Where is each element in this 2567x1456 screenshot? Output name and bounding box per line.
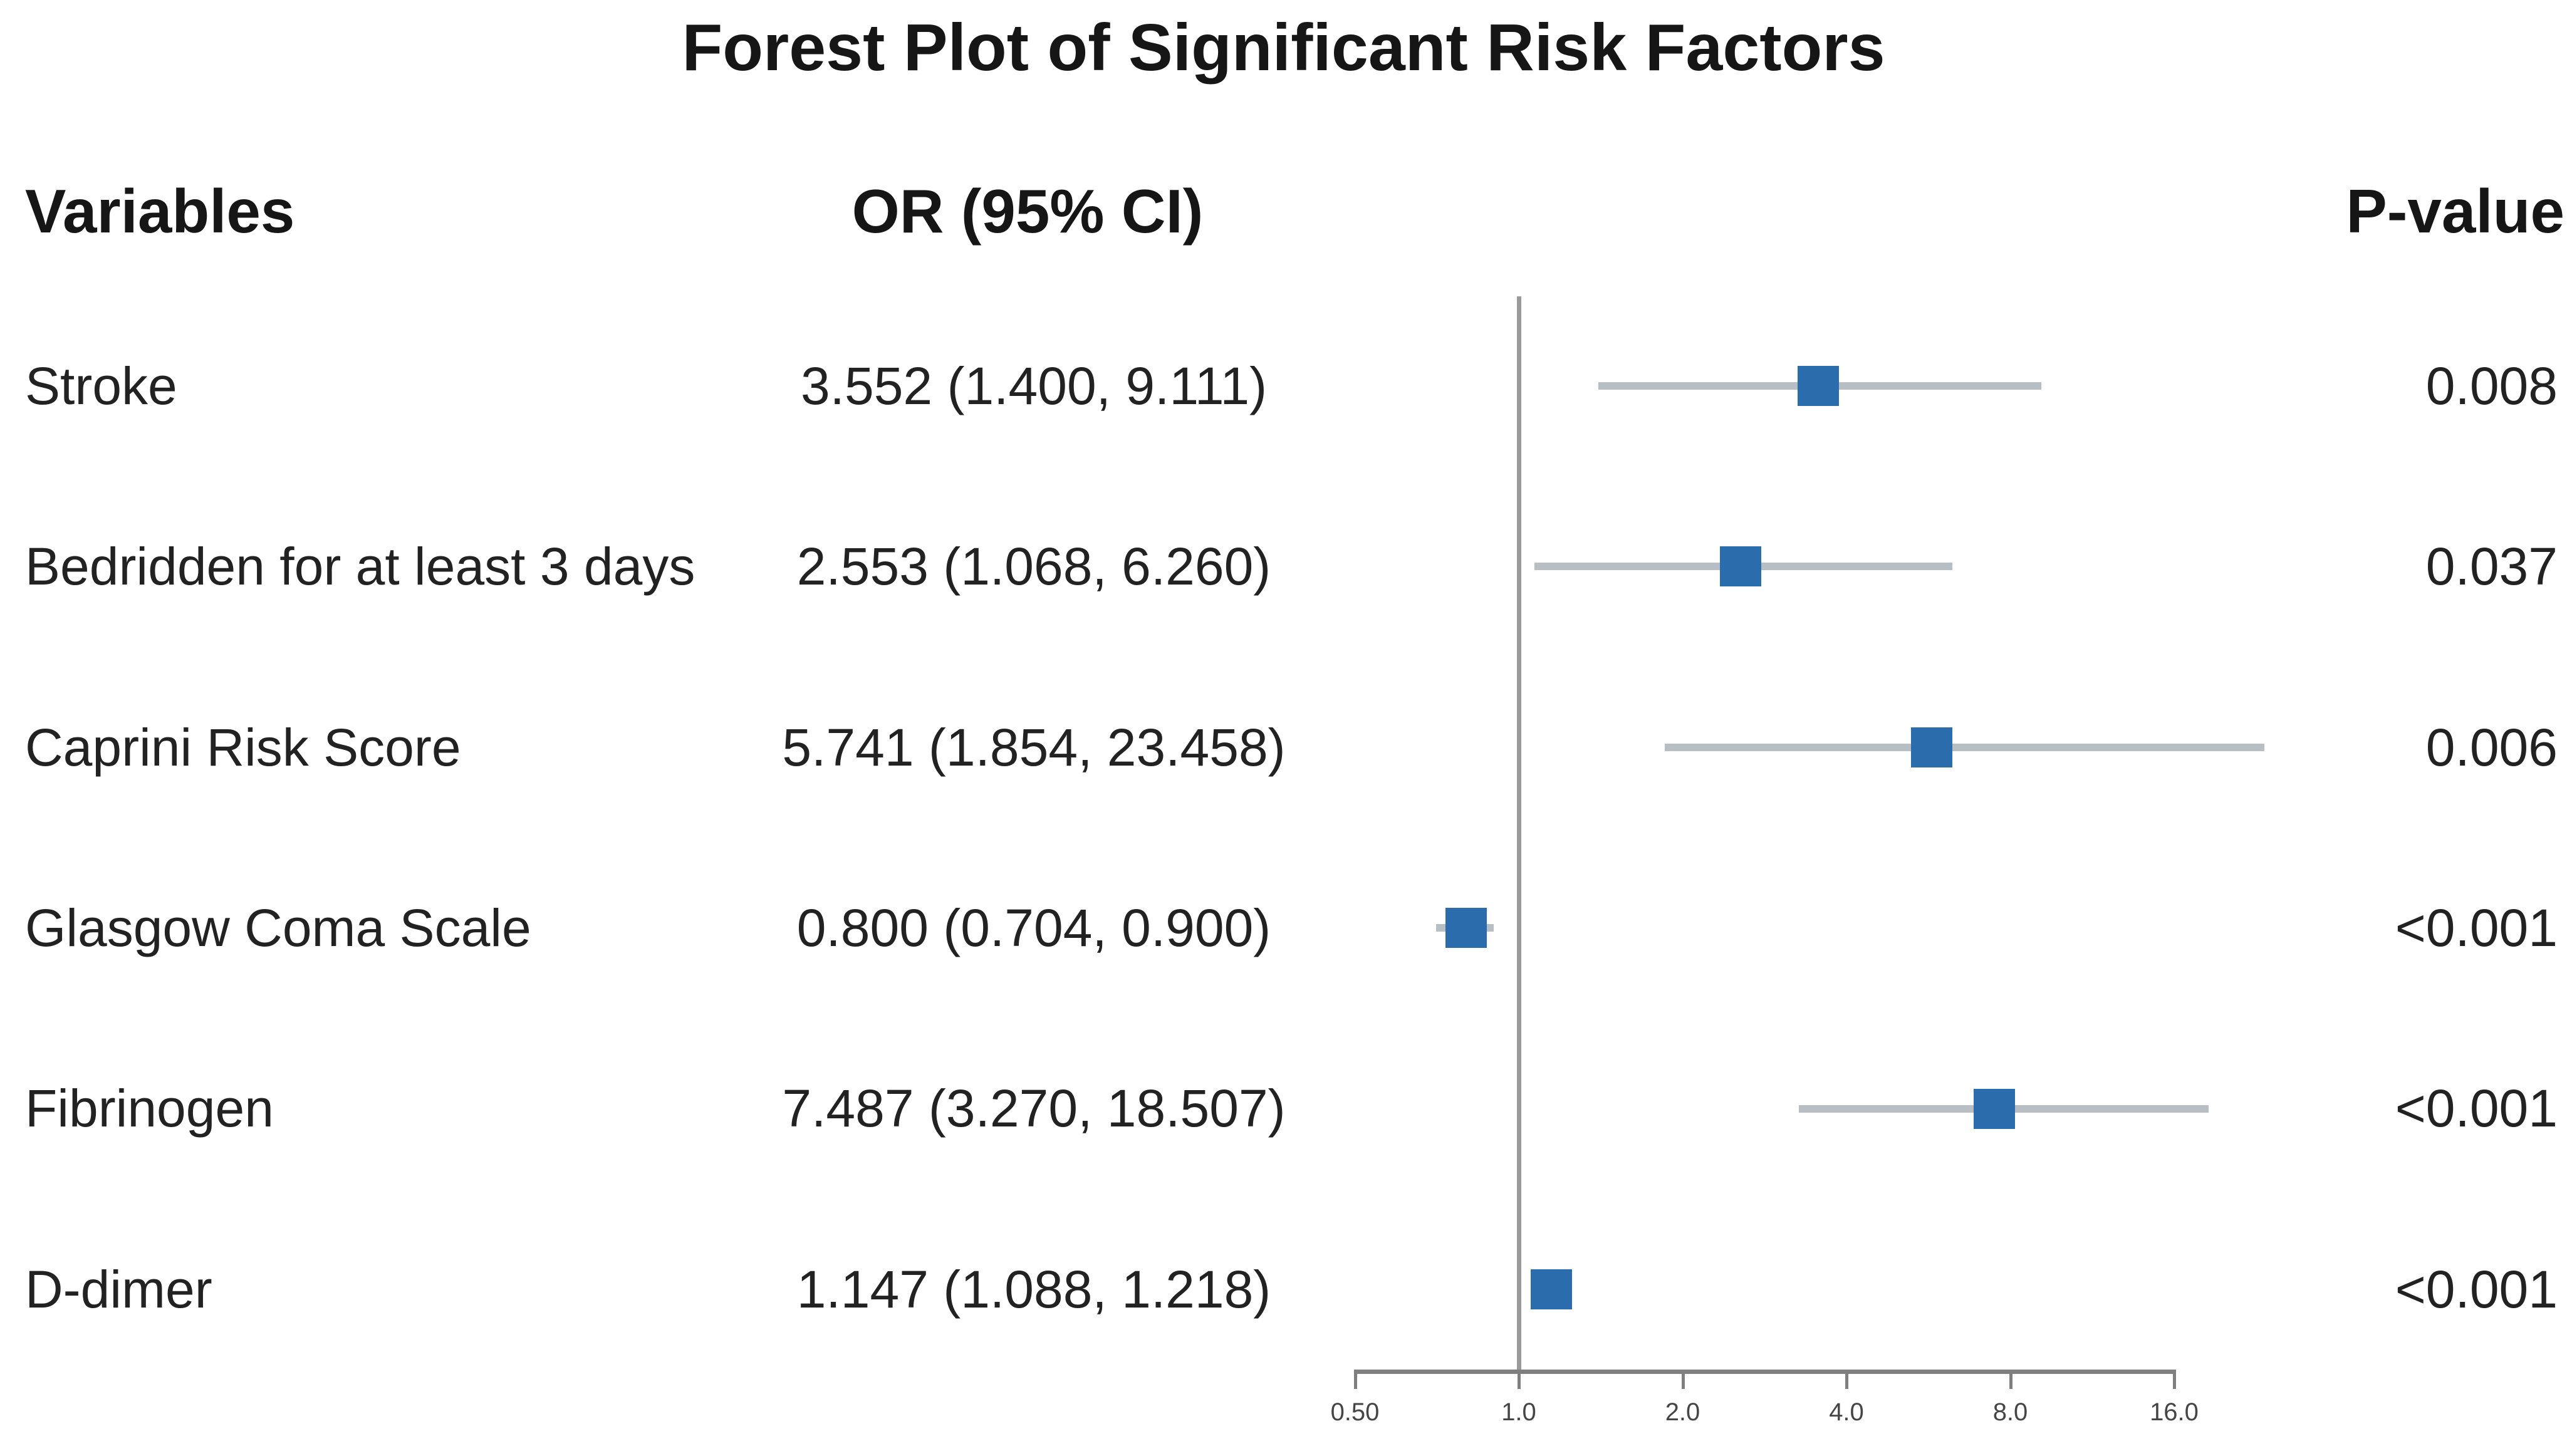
row-p-value: <0.001 (2395, 1260, 2558, 1319)
row-p-value: 0.037 (2425, 537, 2558, 596)
row-variable: Fibrinogen (25, 1079, 274, 1138)
row-variable: D-dimer (25, 1260, 212, 1319)
row-p-value: <0.001 (2395, 1079, 2558, 1138)
x-axis-line (1353, 1370, 2176, 1374)
or-marker (1798, 366, 1840, 406)
x-axis-tick (2009, 1374, 2012, 1389)
x-axis-tick (1353, 1374, 1357, 1389)
row-p-value: <0.001 (2395, 898, 2558, 957)
or-marker (1974, 1088, 2016, 1129)
x-axis-tick (1845, 1374, 1848, 1389)
row-or-ci: 5.741 (1.854, 23.458) (782, 718, 1286, 777)
x-axis-tick-label: 16.0 (2150, 1398, 2199, 1426)
row-or-ci: 0.800 (0.704, 0.900) (796, 898, 1271, 957)
column-header-or-ci: OR (95% CI) (851, 177, 1204, 246)
row-p-value: 0.008 (2425, 356, 2558, 415)
x-axis-tick-label: 4.0 (1829, 1398, 1864, 1426)
row-or-ci: 7.487 (3.270, 18.507) (782, 1079, 1286, 1138)
row-variable: Bedridden for at least 3 days (25, 537, 695, 596)
or-marker (1530, 1269, 1572, 1309)
reference-line (1517, 296, 1521, 1370)
x-axis-tick-label: 1.0 (1501, 1398, 1536, 1426)
row-variable: Glasgow Coma Scale (25, 898, 531, 957)
x-axis-tick (2173, 1374, 2176, 1389)
row-variable: Stroke (25, 356, 177, 415)
or-marker (1719, 546, 1761, 587)
row-or-ci: 3.552 (1.400, 9.111) (800, 356, 1268, 415)
or-marker (1911, 727, 1953, 767)
row-or-ci: 1.147 (1.088, 1.218) (796, 1260, 1271, 1319)
x-axis-tick-label: 2.0 (1665, 1398, 1700, 1426)
x-axis-tick (1681, 1374, 1685, 1389)
row-or-ci: 2.553 (1.068, 6.260) (796, 537, 1271, 596)
column-header-p-value: P-value (2346, 177, 2564, 246)
ci-line (1664, 743, 2265, 751)
row-variable: Caprini Risk Score (25, 718, 461, 777)
x-axis-tick-label: 0.50 (1330, 1398, 1380, 1426)
column-header-variables: Variables (25, 177, 295, 246)
page-title: Forest Plot of Significant Risk Factors (682, 11, 1885, 85)
x-axis-tick-label: 8.0 (1992, 1398, 2028, 1426)
row-p-value: 0.006 (2425, 718, 2558, 777)
x-axis-tick (1518, 1374, 1521, 1389)
or-marker (1445, 908, 1487, 949)
